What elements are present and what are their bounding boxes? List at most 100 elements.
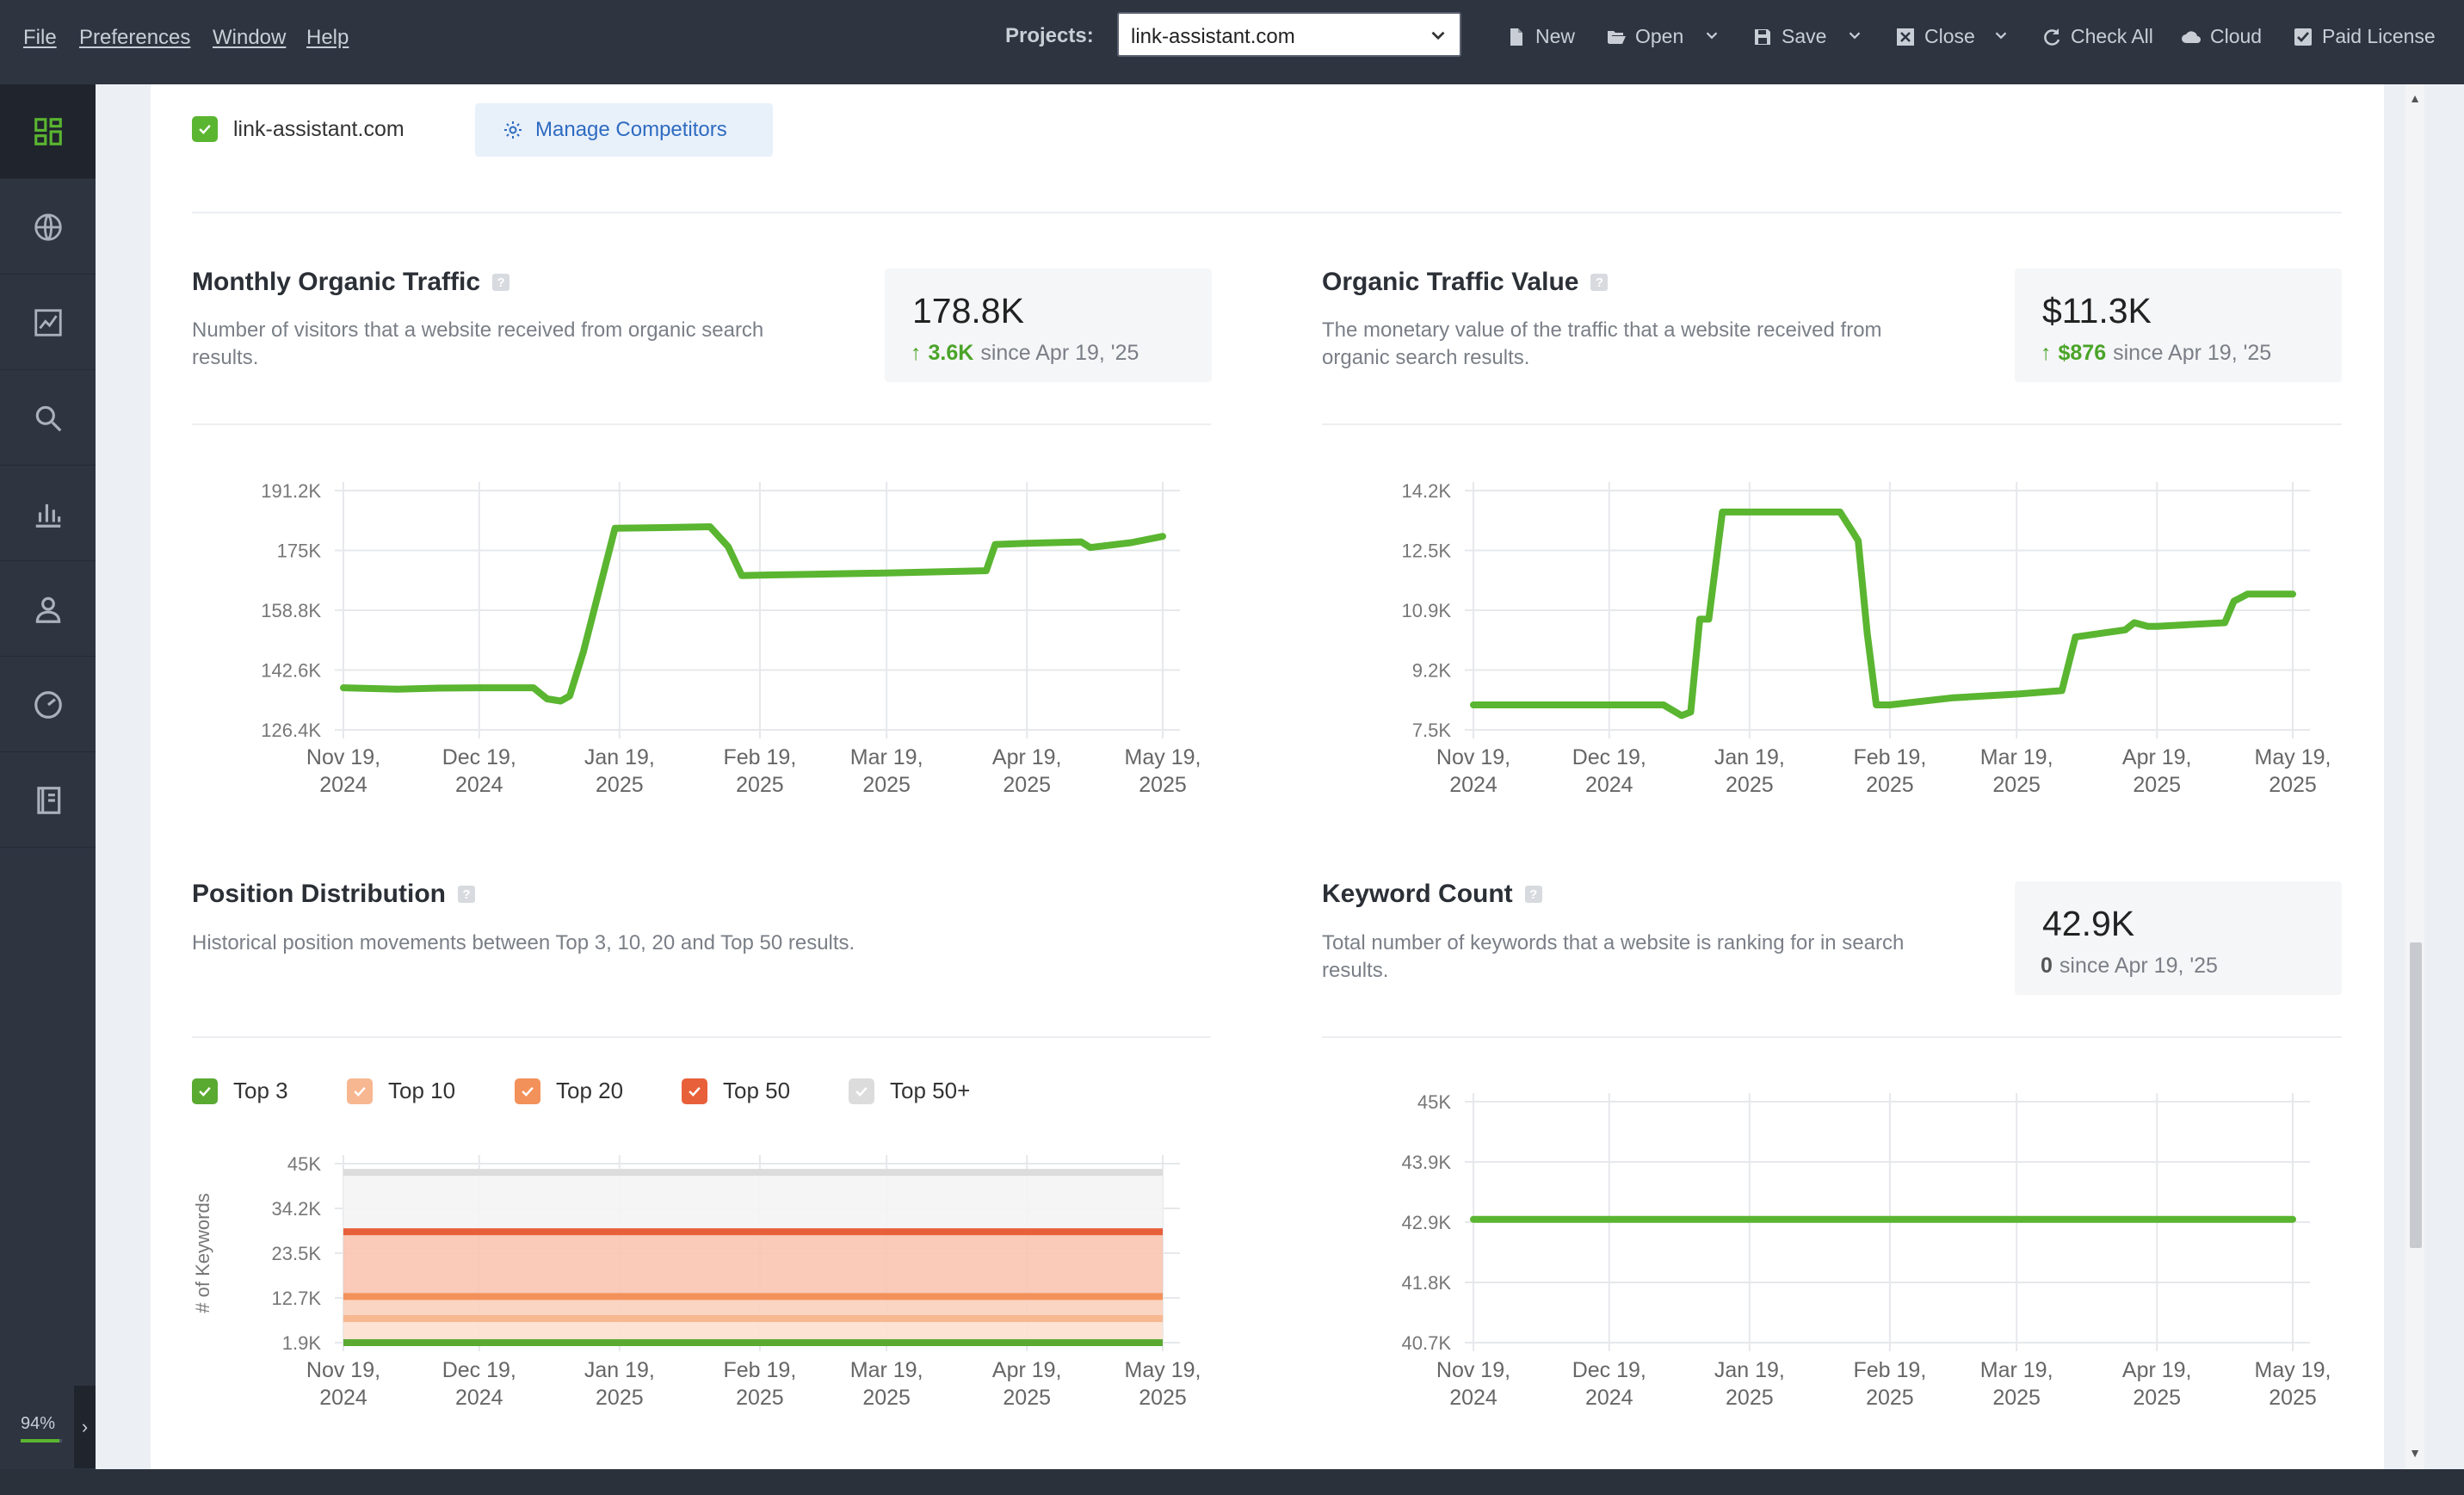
x-tick-label: 2025	[1726, 773, 1774, 797]
paid-license-button[interactable]: Paid License	[2293, 25, 2436, 48]
y-tick-label: 43.9K	[1402, 1152, 1452, 1173]
menu-file[interactable]: File	[23, 26, 57, 49]
check-box-icon	[2294, 28, 2312, 46]
menu-window[interactable]: Window	[213, 26, 287, 49]
rail-item-search[interactable]	[0, 371, 96, 466]
y-tick-label: 23.5K	[272, 1243, 322, 1264]
help-icon[interactable]: ?	[492, 274, 510, 291]
x-tick-label: Nov 19,	[1436, 1358, 1510, 1382]
traffic-stat-box: 178.8K ↑ 3.6K since Apr 19, '25	[885, 269, 1212, 382]
scrollbar-thumb[interactable]	[2410, 942, 2422, 1248]
user-icon	[35, 596, 60, 623]
rail-item-users[interactable]	[0, 562, 96, 657]
rail-item-documents[interactable]	[0, 753, 96, 848]
value-stat-delta: ↑ $876 since Apr 19, '25	[2041, 341, 2271, 366]
rail-item-performance[interactable]	[0, 658, 96, 752]
keywords-description: Total number of keywords that a website …	[1322, 930, 1904, 985]
y-tick-label: 40.7K	[1402, 1332, 1452, 1354]
rail-item-domain[interactable]	[0, 180, 96, 275]
x-tick-label: 2025	[2269, 773, 2317, 797]
legend-checkbox[interactable]	[347, 1078, 373, 1104]
x-tick-label: Dec 19,	[1572, 1358, 1646, 1382]
x-tick-label: 2024	[1585, 1386, 1633, 1410]
x-tick-label: 2025	[1992, 1386, 2041, 1410]
keywords-stat-box: 42.9K 0 since Apr 19, '25	[2015, 881, 2342, 995]
y-tick-label: 175K	[277, 541, 322, 562]
chart-svg: 14.2K 12.5K 10.9K 9.2K 7.5K Nov 19, 2024 Dec 19…	[1402, 480, 2331, 797]
project-name: link-assistant.com	[233, 117, 404, 141]
zoom-level: 94%	[21, 1414, 56, 1433]
legend-item[interactable]: Top 10	[347, 1078, 455, 1104]
keywords-description-line-2: results.	[1322, 959, 1389, 982]
legend-checkbox[interactable]	[515, 1078, 540, 1104]
legend-item[interactable]: Top 3	[192, 1078, 288, 1104]
positions-title: Position Distribution ?	[192, 880, 475, 909]
cloud-button[interactable]: Cloud	[2181, 25, 2262, 48]
manage-competitors-label: Manage Competitors	[535, 118, 727, 141]
expand-rail-button[interactable]: ›	[74, 1386, 96, 1468]
x-tick-label: May 19,	[1125, 1358, 1201, 1382]
x-tick-label: 2025	[1139, 773, 1187, 797]
x-tick-label: Nov 19,	[306, 745, 380, 769]
traffic-stat-delta: ↑ 3.6K since Apr 19, '25	[911, 341, 1139, 366]
legend-label: Top 10	[388, 1078, 456, 1103]
divider	[192, 423, 1211, 425]
y-tick-label: 126.4K	[261, 720, 321, 741]
zoom-level-bar	[21, 1439, 62, 1442]
x-tick-label: Feb 19,	[723, 745, 796, 769]
close-button-label: Close	[1924, 25, 1975, 47]
open-button[interactable]: Open	[1606, 25, 1683, 48]
y-axis-label: # of Keywords	[192, 1193, 213, 1313]
legend-item[interactable]: Top 20	[515, 1078, 623, 1104]
open-menu-chevron-icon[interactable]	[1702, 26, 1721, 45]
x-tick-label: 2024	[1585, 773, 1633, 797]
new-button[interactable]: New	[1506, 25, 1575, 48]
rail-item-dashboard[interactable]	[0, 84, 96, 179]
checkmark-icon	[199, 124, 211, 134]
file-icon	[1510, 28, 1522, 46]
legend-checkbox[interactable]	[849, 1078, 874, 1104]
scroll-down-arrow[interactable]: ▼	[2409, 1446, 2421, 1460]
close-button[interactable]: Close	[1895, 25, 1975, 48]
x-tick-label: 2024	[319, 773, 367, 797]
help-icon[interactable]: ?	[457, 886, 475, 903]
x-tick-label: 2025	[596, 773, 644, 797]
save-menu-chevron-icon[interactable]	[1845, 26, 1864, 45]
project-select[interactable]: link-assistant.com	[1117, 12, 1461, 57]
rail-item-reports[interactable]	[0, 466, 96, 561]
legend-item[interactable]: Top 50+	[849, 1078, 970, 1104]
series-band	[343, 1319, 1163, 1343]
rail-item-trends[interactable]	[0, 275, 96, 370]
check-all-button[interactable]: Check All	[2041, 25, 2153, 48]
x-tick-label: 2025	[1866, 1386, 1914, 1410]
keywords-stat-delta: 0 since Apr 19, '25	[2041, 954, 2218, 979]
scroll-up-arrow[interactable]: ▲	[2409, 91, 2421, 105]
traffic-title-text: Monthly Organic Traffic	[192, 268, 481, 296]
legend-checkbox[interactable]	[682, 1078, 707, 1104]
help-icon[interactable]: ?	[1590, 274, 1609, 291]
keywords-delta-since: since Apr 19, '25	[2059, 954, 2218, 978]
manage-competitors-button[interactable]: Manage Competitors	[475, 103, 773, 157]
vertical-scrollbar[interactable]	[2405, 84, 2424, 1469]
x-tick-label: Apr 19,	[992, 1358, 1062, 1382]
project-checkbox[interactable]	[192, 116, 218, 142]
menu-preferences[interactable]: Preferences	[79, 26, 191, 49]
y-tick-label: 1.9K	[282, 1332, 322, 1354]
y-tick-label: 10.9K	[1402, 600, 1452, 621]
menu-help[interactable]: Help	[306, 26, 349, 49]
series-line[interactable]	[340, 523, 1166, 705]
x-tick-label: 2025	[1992, 773, 2041, 797]
series-band	[343, 1232, 1163, 1297]
series-band	[343, 1172, 1163, 1232]
legend-checkbox[interactable]	[192, 1078, 218, 1104]
divider	[192, 212, 2342, 213]
save-button[interactable]: Save	[1752, 25, 1826, 48]
y-tick-label: 158.8K	[261, 600, 321, 621]
keywords-description-line-1: Total number of keywords that a website …	[1322, 931, 1905, 954]
series-line[interactable]	[1470, 508, 2296, 720]
legend-item[interactable]: Top 50	[682, 1078, 790, 1104]
help-icon[interactable]: ?	[1524, 886, 1542, 903]
y-tick-label: 14.2K	[1402, 480, 1452, 502]
close-menu-chevron-icon[interactable]	[1992, 26, 2010, 45]
paid-license-button-label: Paid License	[2322, 25, 2436, 47]
